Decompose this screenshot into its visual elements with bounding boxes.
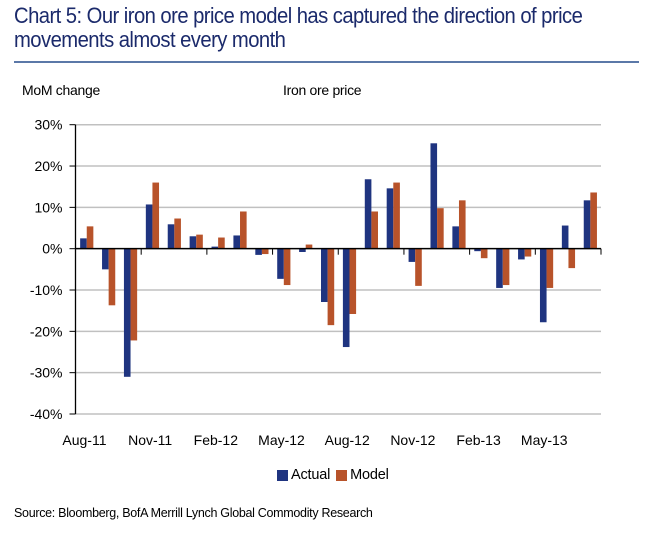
bar-model-jul-12 — [327, 248, 335, 326]
bar-model-nov-12 — [415, 248, 422, 286]
y-tick-label: 0% — [42, 241, 62, 257]
bar-model-apr-13 — [524, 248, 532, 257]
y-tick-label: -30% — [30, 365, 63, 381]
bar-actual-mar-13 — [496, 248, 503, 288]
bar-model-mar-12 — [240, 211, 247, 249]
bar-actual-oct-11 — [123, 248, 131, 377]
legend-label-model: Model — [350, 467, 389, 483]
x-tick-label: Feb-12 — [194, 432, 239, 448]
y-tick-label: 10% — [34, 199, 62, 215]
bar-actual-nov-12 — [408, 248, 416, 262]
bar-model-feb-13 — [480, 248, 488, 259]
bar-model-jan-13 — [458, 200, 466, 249]
y-tick-label: -10% — [30, 282, 63, 298]
bar-model-aug-11 — [86, 226, 94, 249]
x-tick-label: Nov-12 — [390, 432, 435, 448]
bar-model-jan-12 — [196, 234, 203, 249]
y-axis-unit-label: MoM change — [22, 82, 100, 98]
chart-title: Chart 5: Our iron ore price model has ca… — [14, 3, 583, 52]
bar-model-apr-12 — [261, 248, 269, 255]
bar-model-jun-12 — [305, 244, 313, 249]
bar-actual-jan-13 — [452, 226, 459, 249]
bar-model-oct-12 — [393, 182, 400, 249]
axes — [69, 124, 602, 415]
bar-model-dec-12 — [437, 208, 444, 249]
bar-model-mar-13 — [502, 248, 510, 286]
bar-actual-feb-13 — [474, 248, 481, 252]
bar-actual-apr-13 — [518, 248, 525, 260]
legend-swatch-actual — [277, 469, 288, 481]
y-tick-label: -20% — [30, 323, 63, 339]
bar-actual-feb-12 — [211, 246, 219, 249]
bar-model-jun-13 — [568, 248, 576, 269]
title-rule — [14, 61, 639, 63]
bar-model-dec-11 — [174, 218, 181, 249]
bar-model-may-12 — [283, 248, 291, 286]
legend-item-model: Model — [336, 467, 389, 483]
bar-actual-dec-12 — [430, 143, 438, 249]
bars — [80, 143, 597, 377]
x-tick-labels: Aug-11 Nov-11 Feb-12 May-12 Aug-12 Nov-12 Feb-… — [62, 432, 567, 448]
x-tick-label: Feb-13 — [456, 432, 501, 448]
bar-actual-jun-12 — [299, 248, 306, 252]
bar-actual-jan-12 — [189, 236, 197, 249]
bar-actual-nov-11 — [145, 204, 153, 249]
bar-model-sep-12 — [371, 211, 378, 249]
chart-subtitle: Iron ore price — [283, 82, 362, 98]
x-tick-label: May-12 — [258, 432, 305, 448]
bar-actual-oct-12 — [386, 188, 394, 249]
y-tick-label: -40% — [30, 406, 63, 422]
bar-actual-aug-11 — [80, 238, 87, 249]
bar-actual-may-13 — [539, 248, 547, 323]
legend-item-actual: Actual — [277, 467, 330, 483]
x-tick-label: Aug-12 — [325, 432, 370, 448]
gridlines — [75, 123, 601, 415]
y-tick-label: 20% — [34, 158, 62, 174]
bar-actual-may-12 — [277, 248, 284, 279]
bar-actual-jul-13 — [583, 200, 591, 249]
y-tick-label: 30% — [34, 117, 62, 133]
source-note: Source: Bloomberg, BofA Merrill Lynch Gl… — [14, 506, 373, 520]
bar-actual-sep-12 — [364, 179, 372, 249]
x-tick-label: Aug-11 — [62, 432, 106, 448]
legend-swatch-model — [336, 469, 348, 481]
bar-actual-dec-11 — [167, 224, 175, 249]
legend: Actual Model — [277, 467, 395, 483]
bar-model-sep-11 — [108, 248, 116, 306]
bar-actual-apr-12 — [255, 248, 262, 255]
bar-model-nov-11 — [152, 182, 160, 249]
bar-model-feb-12 — [218, 237, 225, 249]
bar-model-oct-11 — [130, 248, 138, 341]
bar-model-may-13 — [546, 248, 554, 288]
x-tick-label: May-13 — [521, 432, 568, 448]
bar-model-jul-13 — [590, 192, 597, 249]
y-tick-labels: 30% 20% 10% 0% -10% -20% -30% -40% — [30, 117, 63, 422]
bar-actual-mar-12 — [233, 235, 241, 249]
bar-actual-jul-12 — [321, 248, 328, 302]
bar-actual-aug-12 — [342, 248, 350, 348]
bar-actual-jun-13 — [561, 225, 569, 249]
bar-model-aug-12 — [349, 248, 357, 314]
bar-actual-sep-11 — [102, 248, 109, 270]
x-tick-label: Nov-11 — [128, 432, 172, 448]
legend-label-actual: Actual — [291, 467, 331, 483]
